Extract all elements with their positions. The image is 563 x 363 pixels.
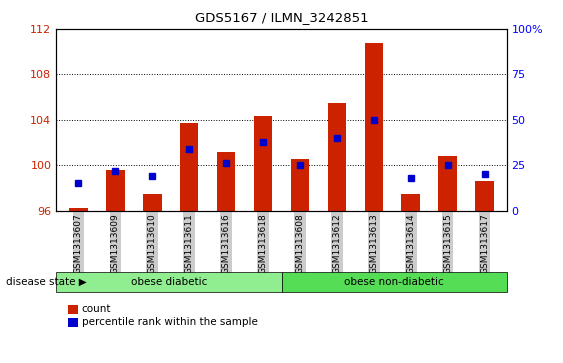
Text: obese diabetic: obese diabetic — [131, 277, 207, 287]
Bar — [106, 170, 124, 211]
Bar — [254, 117, 272, 211]
Bar — [69, 208, 88, 211]
Bar — [365, 43, 383, 211]
Bar — [439, 156, 457, 211]
Bar — [217, 151, 235, 211]
Bar — [291, 159, 309, 211]
Bar — [328, 103, 346, 211]
Text: percentile rank within the sample: percentile rank within the sample — [82, 317, 257, 327]
Bar — [143, 193, 162, 211]
Text: count: count — [82, 305, 111, 314]
Text: disease state ▶: disease state ▶ — [6, 277, 86, 287]
Text: obese non-diabetic: obese non-diabetic — [344, 277, 444, 287]
Bar — [180, 123, 198, 211]
Text: GDS5167 / ILMN_3242851: GDS5167 / ILMN_3242851 — [195, 11, 368, 24]
Bar — [475, 181, 494, 211]
Bar — [401, 193, 420, 211]
